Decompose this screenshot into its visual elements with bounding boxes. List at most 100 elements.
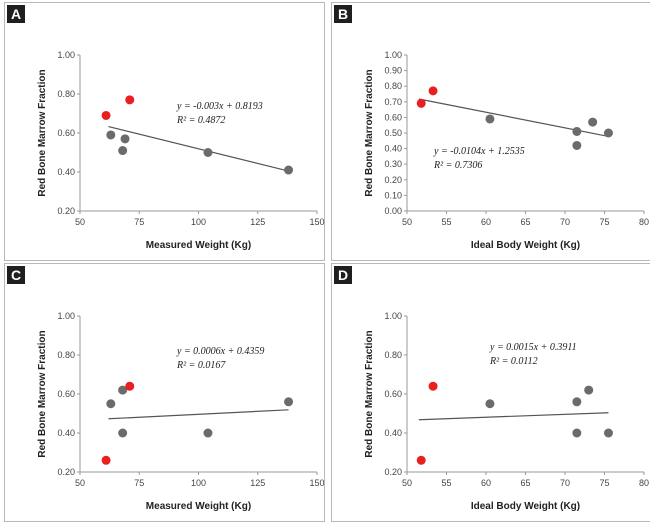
data-point (485, 114, 495, 124)
y-tick-label: 0.20 (57, 206, 75, 216)
x-tick-label: 75 (599, 217, 609, 227)
x-tick-label: 80 (639, 478, 649, 488)
trend-line (108, 125, 289, 172)
scatter-plot: 0.20 0.40 0.60 0.80 1.00 50 55 60 65 70 75 80 Ideal … (364, 311, 649, 512)
data-point (572, 126, 582, 136)
x-tick-label: 125 (250, 217, 265, 227)
regression-equation: y = 0.0006x + 0.4359 (176, 346, 264, 357)
y-tick-label: 0.30 (384, 159, 402, 169)
regression-equation: y = 0.0015x + 0.3911 (489, 342, 577, 353)
y-tick-label: 0.20 (384, 467, 402, 477)
data-point (203, 428, 213, 438)
y-tick-label: 0.10 (384, 190, 402, 200)
y-tick-label: 1.00 (384, 311, 402, 321)
y-tick-label: 1.00 (57, 50, 75, 60)
data-point (572, 428, 582, 438)
x-tick-label: 75 (599, 478, 609, 488)
y-tick-label: 0.40 (384, 428, 402, 438)
y-tick-label: 0.60 (384, 389, 402, 399)
red-data-point (416, 98, 426, 108)
x-tick-label: 70 (560, 217, 570, 227)
x-tick-label: 100 (191, 217, 206, 227)
y-tick-label: 0.40 (384, 144, 402, 154)
data-point (106, 130, 116, 140)
y-tick-label: 0.40 (57, 428, 75, 438)
x-tick-label: 50 (402, 217, 412, 227)
y-tick-label: 0.50 (384, 128, 402, 138)
data-point (203, 148, 213, 157)
red-data-point (125, 381, 135, 391)
data-point (118, 146, 128, 156)
red-data-point (101, 455, 111, 465)
x-axis-label: Measured Weight (Kg) (146, 501, 251, 512)
y-tick-label: 0.80 (57, 89, 75, 99)
chart-panel-a: A 0.20 0.40 0.60 0.80 1.00 50 75 100 125 150 Measu… (4, 2, 325, 261)
x-axis-label: Ideal Body Weight (Kg) (471, 240, 580, 251)
data-point (120, 134, 130, 144)
x-tick-label: 150 (309, 478, 324, 488)
red-data-point (428, 86, 438, 96)
x-tick-label: 65 (520, 478, 530, 488)
x-tick-label: 70 (560, 478, 570, 488)
scatter-plot: 0.00 0.10 0.20 0.30 0.40 0.50 0.60 0.70 0.80 0.90… (364, 50, 649, 251)
x-tick-label: 50 (75, 478, 85, 488)
y-tick-label: 0.80 (384, 350, 402, 360)
data-point (106, 399, 116, 409)
x-tick-label: 50 (75, 217, 85, 227)
y-tick-label: 0.90 (384, 66, 402, 76)
scatter-plot: 0.20 0.40 0.60 0.80 1.00 50 75 100 125 150 Measure… (37, 50, 325, 251)
x-tick-label: 125 (250, 478, 265, 488)
y-axis-label: Red Bone Marrow Fraction (364, 69, 375, 196)
data-point (572, 140, 582, 150)
trend-line (418, 412, 609, 421)
r-squared-label: R² = 0.0167 (176, 360, 226, 371)
scatter-plot: 0.20 0.40 0.60 0.80 1.00 50 75 100 125 150 Measure… (37, 311, 325, 512)
y-tick-label: 0.60 (384, 112, 402, 122)
chart-panel-d: D 0.20 0.40 0.60 0.80 1.00 50 55 60 65 70 75 80 Idea… (331, 263, 650, 522)
data-point (572, 397, 582, 407)
chart-panel-b: B 0.00 0.10 0.20 0.30 0.40 0.50 0.60 0.70 0.80 0.… (331, 2, 650, 261)
x-tick-label: 55 (441, 478, 451, 488)
data-point (284, 165, 294, 175)
red-data-point (428, 381, 438, 391)
x-tick-label: 75 (134, 217, 144, 227)
panel-letter: B (334, 5, 352, 23)
x-tick-label: 100 (191, 478, 206, 488)
data-point (603, 128, 613, 138)
data-point (588, 117, 598, 127)
y-axis-label: Red Bone Marrow Fraction (364, 330, 375, 457)
y-tick-label: 0.60 (57, 389, 75, 399)
data-point (485, 399, 495, 409)
x-axis-label: Measured Weight (Kg) (146, 240, 251, 251)
panel-letter: A (7, 5, 25, 23)
red-data-point (416, 455, 426, 465)
x-tick-label: 150 (309, 217, 324, 227)
x-axis-label: Ideal Body Weight (Kg) (471, 501, 580, 512)
y-axis-label: Red Bone Marrow Fraction (37, 330, 48, 457)
regression-equation: y = -0.0104x + 1.2535 (433, 146, 525, 157)
x-tick-label: 65 (520, 217, 530, 227)
y-tick-label: 0.20 (57, 467, 75, 477)
y-tick-label: 0.70 (384, 97, 402, 107)
data-point (118, 428, 128, 438)
trend-line (108, 409, 289, 420)
chart-panel-c: C 0.20 0.40 0.60 0.80 1.00 50 75 100 125 150 Measu… (4, 263, 325, 522)
r-squared-label: R² = 0.0112 (489, 356, 538, 367)
x-tick-label: 60 (481, 478, 491, 488)
x-tick-label: 80 (639, 217, 649, 227)
r-squared-label: R² = 0.7306 (433, 160, 482, 171)
y-tick-label: 0.60 (57, 128, 75, 138)
panel-letter: D (334, 266, 352, 284)
x-tick-label: 60 (481, 217, 491, 227)
y-tick-label: 0.40 (57, 167, 75, 177)
y-tick-label: 1.00 (57, 311, 75, 321)
panel-letter: C (7, 266, 25, 284)
x-tick-label: 55 (441, 217, 451, 227)
x-tick-label: 50 (402, 478, 412, 488)
data-point (584, 385, 594, 395)
y-tick-label: 0.80 (57, 350, 75, 360)
data-point (118, 385, 128, 395)
red-data-point (101, 110, 111, 120)
r-squared-label: R² = 0.4872 (176, 115, 225, 126)
x-tick-label: 75 (134, 478, 144, 488)
